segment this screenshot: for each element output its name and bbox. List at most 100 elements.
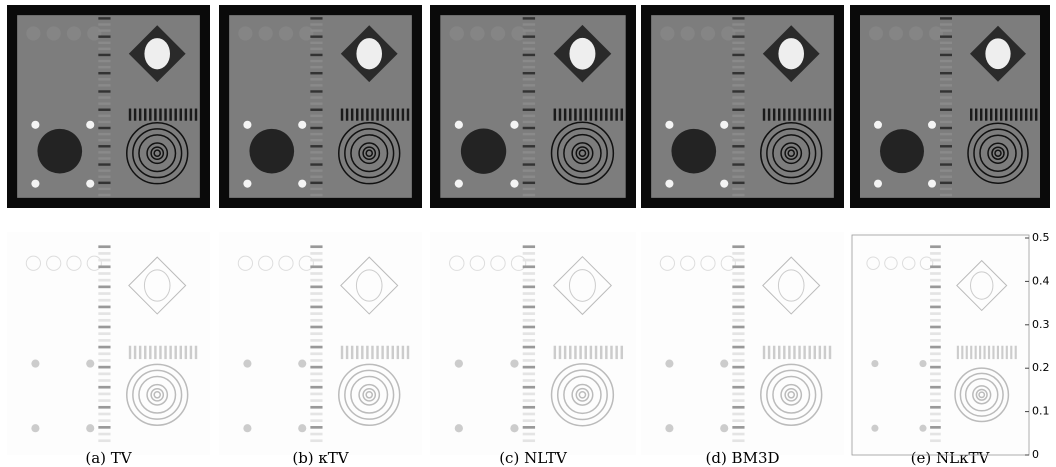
bar-pattern bbox=[98, 339, 110, 342]
bar-pattern bbox=[310, 439, 322, 442]
bar-pattern bbox=[732, 163, 744, 165]
bar-pattern bbox=[310, 54, 322, 56]
reconstruction-image bbox=[430, 5, 636, 208]
bar-row bbox=[361, 109, 363, 121]
small-circle bbox=[259, 26, 273, 40]
bar-pattern bbox=[310, 84, 322, 86]
bar-pattern bbox=[98, 433, 110, 436]
bar-pattern bbox=[940, 115, 952, 117]
bar-row bbox=[569, 346, 571, 359]
bar-row bbox=[574, 109, 576, 121]
bright-dot bbox=[86, 121, 94, 129]
bar-pattern bbox=[98, 176, 110, 178]
bar-row bbox=[129, 346, 131, 359]
caption: (d) BM3D bbox=[705, 449, 779, 467]
bar-row bbox=[180, 109, 182, 121]
bar-row bbox=[621, 109, 623, 121]
bar-pattern bbox=[98, 439, 110, 442]
bar-row bbox=[376, 109, 378, 121]
bar-pattern bbox=[310, 359, 322, 362]
bar-pattern bbox=[310, 121, 322, 123]
bar-row bbox=[979, 346, 981, 359]
bar-pattern bbox=[940, 188, 952, 190]
small-circle bbox=[701, 26, 715, 40]
small-circle bbox=[491, 26, 505, 40]
bar-pattern bbox=[98, 366, 110, 369]
bar-row bbox=[351, 109, 353, 121]
bar-row bbox=[351, 346, 353, 359]
bar-pattern bbox=[732, 17, 744, 19]
bar-pattern bbox=[930, 252, 941, 255]
bar-pattern bbox=[732, 393, 744, 396]
bar-pattern bbox=[98, 419, 110, 422]
bar-row bbox=[361, 346, 363, 359]
bar-pattern bbox=[930, 413, 941, 416]
bar-pattern bbox=[310, 406, 322, 409]
reconstruction-image bbox=[219, 5, 422, 208]
bar-pattern bbox=[732, 194, 744, 196]
bar-pattern bbox=[732, 35, 744, 37]
error-map bbox=[219, 232, 422, 455]
bar-row bbox=[159, 109, 161, 121]
bar-pattern bbox=[523, 346, 535, 349]
bar-pattern bbox=[940, 145, 952, 147]
bright-dot bbox=[298, 121, 306, 129]
bar-row bbox=[574, 346, 576, 359]
bar-pattern bbox=[523, 115, 535, 117]
figure: (a) TV(b) κTV(c) NLTV(d) BM3D(e) NLκTV00… bbox=[0, 0, 1056, 467]
bar-pattern bbox=[98, 319, 110, 322]
bar-pattern bbox=[98, 84, 110, 86]
small-circle bbox=[67, 26, 81, 40]
bar-pattern bbox=[732, 433, 744, 436]
bar-pattern bbox=[732, 151, 744, 153]
bar-pattern bbox=[732, 292, 744, 295]
bar-row bbox=[366, 109, 368, 121]
bar-row bbox=[386, 109, 388, 121]
bar-pattern bbox=[523, 90, 535, 92]
bar-pattern bbox=[732, 286, 744, 289]
bar-pattern bbox=[732, 306, 744, 309]
bar-pattern bbox=[523, 319, 535, 322]
bar-pattern bbox=[98, 188, 110, 190]
bar-pattern bbox=[310, 245, 322, 248]
bar-pattern bbox=[523, 29, 535, 31]
bar-row bbox=[356, 346, 358, 359]
bar-pattern bbox=[98, 372, 110, 375]
bar-row bbox=[1000, 109, 1002, 121]
bar-row bbox=[975, 109, 977, 121]
bright-dot bbox=[243, 180, 251, 188]
dark-disk bbox=[37, 129, 82, 174]
small-circle bbox=[869, 26, 883, 40]
bar-row bbox=[768, 109, 770, 121]
caption: (b) κTV bbox=[292, 449, 349, 467]
bar-pattern bbox=[732, 188, 744, 190]
bar-pattern bbox=[98, 35, 110, 37]
bar-pattern bbox=[310, 163, 322, 165]
bar-row bbox=[615, 346, 617, 359]
bar-row bbox=[595, 346, 597, 359]
bar-pattern bbox=[732, 252, 744, 255]
bar-pattern bbox=[940, 35, 952, 37]
bar-row bbox=[366, 346, 368, 359]
bright-dot bbox=[919, 360, 926, 367]
bar-pattern bbox=[310, 279, 322, 282]
bar-row bbox=[554, 109, 556, 121]
bar-pattern bbox=[930, 292, 941, 295]
bar-pattern bbox=[98, 90, 110, 92]
bar-pattern bbox=[940, 29, 952, 31]
caption: (e) NLκTV bbox=[911, 449, 991, 467]
bar-pattern bbox=[930, 433, 941, 436]
dark-disk bbox=[461, 129, 506, 174]
bar-pattern bbox=[310, 35, 322, 37]
bar-pattern bbox=[98, 72, 110, 74]
bar-pattern bbox=[310, 419, 322, 422]
bar-pattern bbox=[732, 176, 744, 178]
bar-pattern bbox=[98, 406, 110, 409]
bar-pattern bbox=[732, 84, 744, 86]
bar-pattern bbox=[98, 259, 110, 262]
bar-pattern bbox=[732, 66, 744, 68]
bar-pattern bbox=[732, 54, 744, 56]
bar-row bbox=[346, 109, 348, 121]
bright-dot bbox=[298, 180, 306, 188]
bar-pattern bbox=[930, 279, 941, 282]
